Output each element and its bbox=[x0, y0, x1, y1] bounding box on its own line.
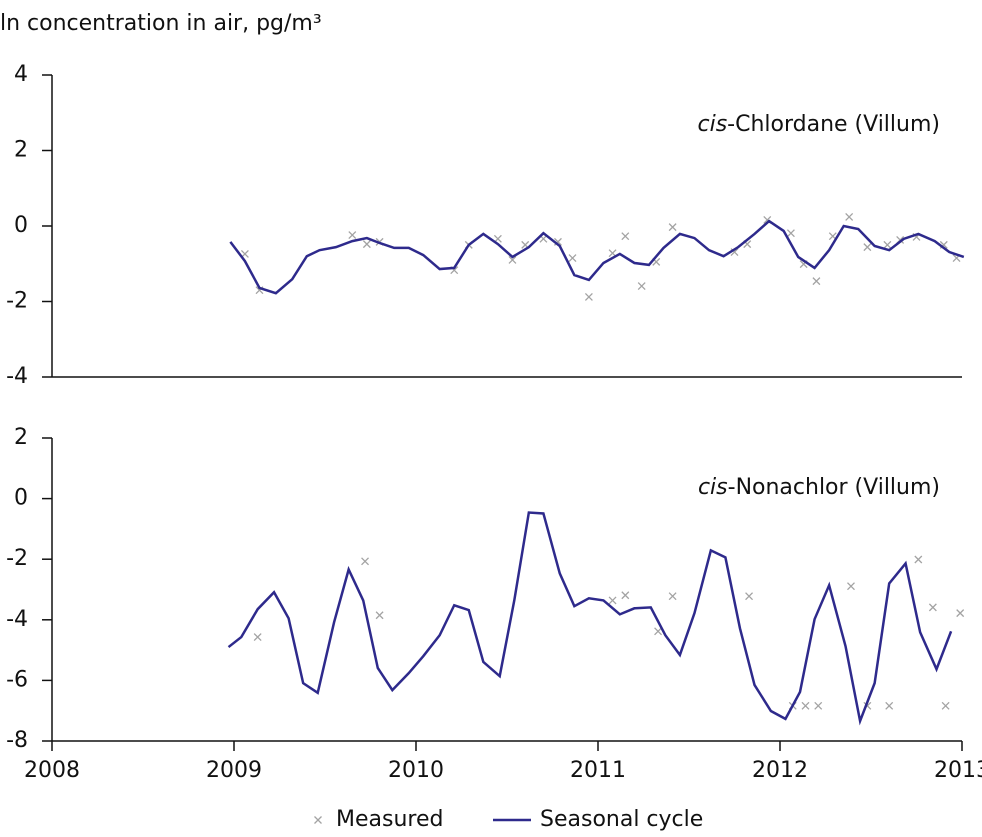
measured-point bbox=[786, 229, 795, 238]
panel-label-text: -Nonachlor (Villum) bbox=[728, 475, 940, 500]
panel-label-italic: cis bbox=[698, 475, 728, 500]
measured-point bbox=[654, 627, 663, 636]
measured-point bbox=[812, 277, 821, 286]
x-tick-label: 2008 bbox=[24, 758, 80, 783]
measured-point bbox=[568, 254, 577, 263]
panel-label-text: -Chlordane (Villum) bbox=[727, 112, 940, 137]
measured-point bbox=[745, 592, 754, 601]
x-tick-label: 2012 bbox=[752, 758, 808, 783]
measured-point bbox=[847, 582, 855, 591]
y-tick-label: -2 bbox=[6, 289, 28, 314]
seasonal-line bbox=[229, 219, 965, 295]
measured-point bbox=[801, 701, 810, 710]
y-tick-label: -4 bbox=[6, 607, 28, 632]
x-tick-label: 2013 bbox=[934, 758, 982, 783]
measured-point bbox=[941, 701, 950, 710]
y-tick-label: -2 bbox=[6, 546, 28, 571]
y-tick-label: 2 bbox=[14, 425, 28, 450]
measured-point bbox=[362, 240, 371, 249]
legend-label: Measured bbox=[336, 807, 443, 832]
x-tick-label: 2010 bbox=[388, 758, 444, 783]
measured-point bbox=[928, 603, 937, 612]
measured-point bbox=[914, 555, 923, 564]
measured-point bbox=[637, 282, 646, 290]
measured-point bbox=[621, 591, 630, 600]
y-tick-label: 0 bbox=[14, 213, 28, 238]
measured-point bbox=[584, 293, 593, 301]
y-tick-label: 4 bbox=[14, 62, 28, 87]
measured-point bbox=[814, 701, 823, 710]
measured-point bbox=[361, 557, 369, 566]
measured-point bbox=[883, 240, 892, 249]
y-tick-label: -8 bbox=[6, 728, 28, 753]
y-tick-label: -6 bbox=[6, 667, 28, 692]
y-tick-label: 0 bbox=[14, 486, 28, 511]
measured-point bbox=[956, 609, 965, 618]
measured-point bbox=[863, 243, 872, 252]
y-tick-label: 2 bbox=[14, 138, 28, 163]
panel-label: cis-Nonachlor (Villum) bbox=[698, 475, 940, 500]
measured-point bbox=[608, 596, 617, 605]
y-axis-label: ln concentration in air, pg/m³ bbox=[0, 11, 322, 36]
measured-point bbox=[375, 611, 384, 620]
panel-label-italic: cis bbox=[697, 112, 727, 137]
seasonal-line bbox=[227, 511, 953, 726]
measured-point bbox=[621, 232, 630, 241]
x-tick-label: 2011 bbox=[570, 758, 626, 783]
measured-point bbox=[348, 231, 357, 240]
legend-swatch bbox=[314, 816, 322, 824]
measured-point bbox=[253, 633, 262, 642]
y-tick-label: -4 bbox=[6, 364, 28, 389]
legend-label: Seasonal cycle bbox=[540, 807, 703, 832]
panel-label: cis-Chlordane (Villum) bbox=[697, 112, 940, 137]
measured-point bbox=[885, 701, 894, 710]
measured-point bbox=[668, 223, 677, 232]
measured-point bbox=[668, 592, 677, 601]
measured-point bbox=[845, 212, 854, 221]
x-tick-label: 2009 bbox=[206, 758, 262, 783]
measured-point bbox=[508, 256, 517, 264]
